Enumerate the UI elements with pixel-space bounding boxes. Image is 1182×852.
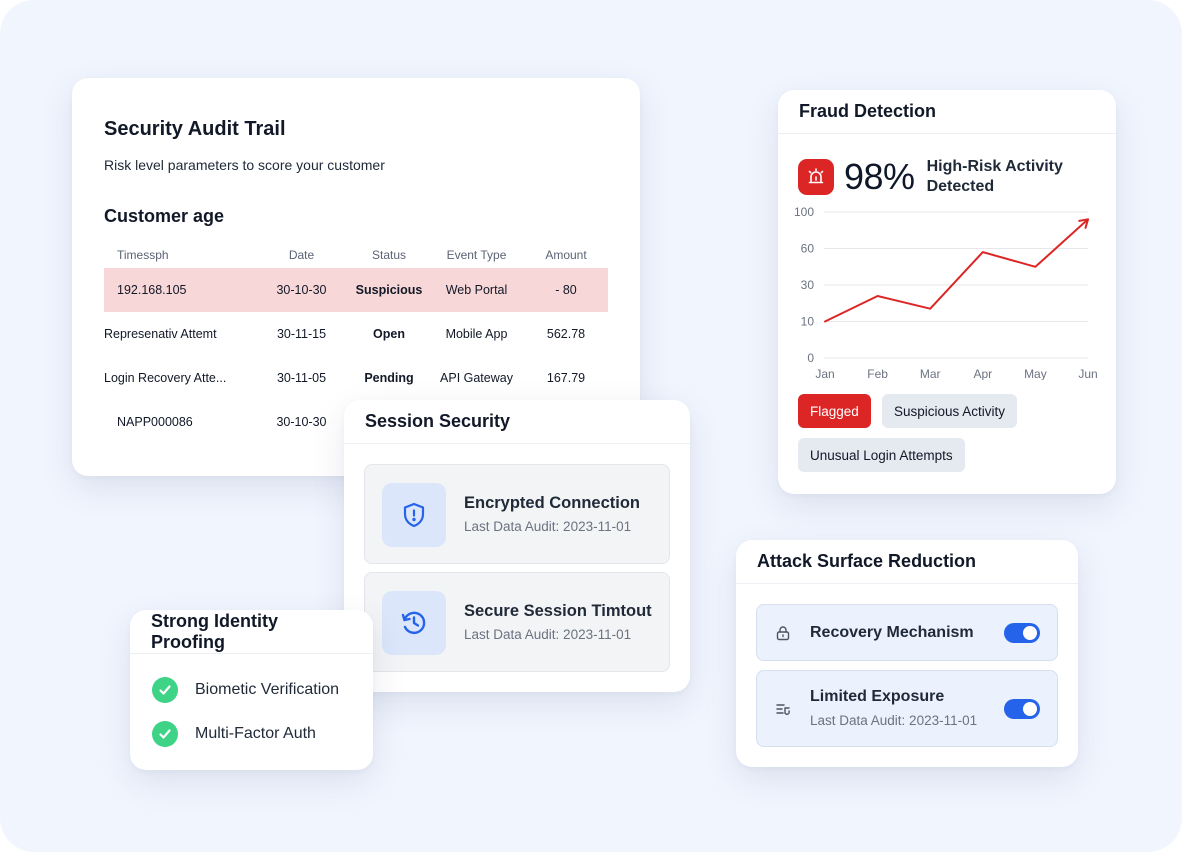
history-clock-icon [382, 591, 446, 655]
amount-cell: - 80 [555, 283, 577, 297]
check-circle-icon [152, 677, 178, 703]
table-cell: 30-11-15 [276, 327, 327, 341]
session-item-subtitle: Last Data Audit: 2023-11-01 [464, 627, 632, 642]
risk-percentage: 98% [844, 156, 915, 197]
table-row[interactable]: Represenativ Attemt 30-11-15 Open Mobile… [104, 312, 608, 356]
alarm-siren-icon [798, 159, 834, 195]
risk-summary: 98% High-Risk Activity Detected [798, 156, 1087, 198]
column-header[interactable]: Timessph [117, 248, 169, 262]
table-cell: 30-11-05 [276, 371, 327, 385]
fraud-title: Fraud Detection [778, 90, 1116, 134]
tag-suspicious-activity[interactable]: Suspicious Activity [882, 394, 1018, 428]
audit-section-title: Customer age [104, 206, 225, 226]
table-cell: Represenativ Attemt [104, 327, 217, 341]
shield-alert-icon [382, 483, 446, 547]
x-tick-label: Jan [815, 367, 834, 380]
session-item-subtitle: Last Data Audit: 2023-11-01 [464, 519, 632, 534]
session-item-title: Secure Session Timtout [464, 602, 652, 620]
x-tick-label: May [1024, 367, 1047, 380]
audit-title: Security Audit Trail [104, 118, 286, 140]
attack-item-title: Recovery Mechanism [810, 624, 974, 641]
session-item-timeout[interactable]: Secure Session Timtout Last Data Audit: … [364, 572, 670, 672]
table-cell: NAPP000086 [117, 415, 193, 429]
y-tick-label: 60 [801, 242, 815, 256]
table-cell: 30-10-30 [276, 283, 327, 297]
identity-item-label: Biometic Verification [195, 681, 340, 698]
status-cell: Pending [364, 371, 414, 385]
risk-label: High-Risk Activity Detected [926, 158, 1063, 195]
list-filter-icon [775, 701, 791, 722]
x-tick-label: Mar [920, 367, 941, 380]
tag-unusual-login[interactable]: Unusual Login Attempts [798, 438, 965, 472]
column-header[interactable]: Status [371, 248, 407, 262]
session-item-encrypted[interactable]: Encrypted Connection Last Data Audit: 20… [364, 464, 670, 564]
status-cell: Suspicious [355, 283, 423, 297]
column-header[interactable]: Amount [545, 248, 587, 262]
y-tick-label: 0 [807, 351, 814, 365]
identity-proofing-card: Strong Identity Proofing Biometic Verifi… [130, 610, 373, 770]
session-security-card: Session Security Encrypted Connection La… [344, 400, 690, 692]
identity-item: Biometic Verification [152, 677, 339, 703]
x-tick-label: Apr [973, 367, 992, 380]
attack-item-subtitle: Last Data Audit: 2023-11-01 [810, 713, 978, 728]
table-row[interactable]: 192.168.105 30-10-30 Suspicious Web Port… [104, 268, 608, 312]
x-tick-label: Jun [1078, 367, 1097, 380]
attack-item-title: Limited Exposure [810, 688, 945, 705]
column-header[interactable]: Date [288, 248, 315, 262]
audit-table: Timessph Date Status Event Type Amount 1… [104, 242, 608, 444]
identity-title: Strong Identity Proofing [130, 610, 373, 654]
table-row[interactable]: Login Recovery Atte... 30-11-05 Pending … [104, 356, 608, 400]
lock-icon [775, 625, 791, 646]
amount-cell: 167.79 [546, 371, 586, 385]
table-cell: Login Recovery Atte... [104, 371, 227, 385]
table-cell: Mobile App [445, 327, 508, 341]
x-tick-label: Feb [867, 367, 888, 380]
table-cell: 30-10-30 [276, 415, 327, 429]
series-line [824, 218, 1089, 323]
attack-item-limited-exposure[interactable]: Limited Exposure Last Data Audit: 2023-1… [756, 670, 1058, 747]
tag-flagged[interactable]: Flagged [798, 394, 871, 428]
amount-cell: 562.78 [546, 327, 586, 341]
y-tick-label: 10 [801, 315, 815, 329]
table-row[interactable]: NAPP000086 30-10-30 [104, 400, 608, 444]
column-header[interactable]: Event Type [446, 248, 507, 262]
audit-subtitle: Risk level parameters to score your cust… [104, 157, 385, 173]
identity-item-label: Multi-Factor Auth [195, 725, 316, 742]
y-tick-label: 100 [794, 205, 814, 219]
session-title: Session Security [344, 400, 690, 444]
table-cell: API Gateway [440, 371, 513, 385]
table-cell: 192.168.105 [117, 283, 187, 297]
status-cell: Open [373, 327, 405, 341]
table-header-row: Timessph Date Status Event Type Amount [104, 242, 608, 268]
attack-surface-card: Attack Surface Reduction Recovery Mechan… [736, 540, 1078, 767]
session-item-title: Encrypted Connection [464, 494, 641, 512]
check-circle-icon [152, 721, 178, 747]
arrow-head [1078, 218, 1089, 229]
fraud-detection-card: Fraud Detection 98% High-Risk Activity D… [778, 90, 1116, 494]
identity-item: Multi-Factor Auth [152, 721, 316, 747]
y-tick-label: 30 [801, 278, 815, 292]
attack-item-recovery[interactable]: Recovery Mechanism [756, 604, 1058, 661]
recovery-toggle[interactable] [1004, 623, 1040, 643]
attack-title: Attack Surface Reduction [736, 540, 1078, 584]
table-cell: Web Portal [445, 283, 508, 297]
limited-exposure-toggle[interactable] [1004, 699, 1040, 719]
